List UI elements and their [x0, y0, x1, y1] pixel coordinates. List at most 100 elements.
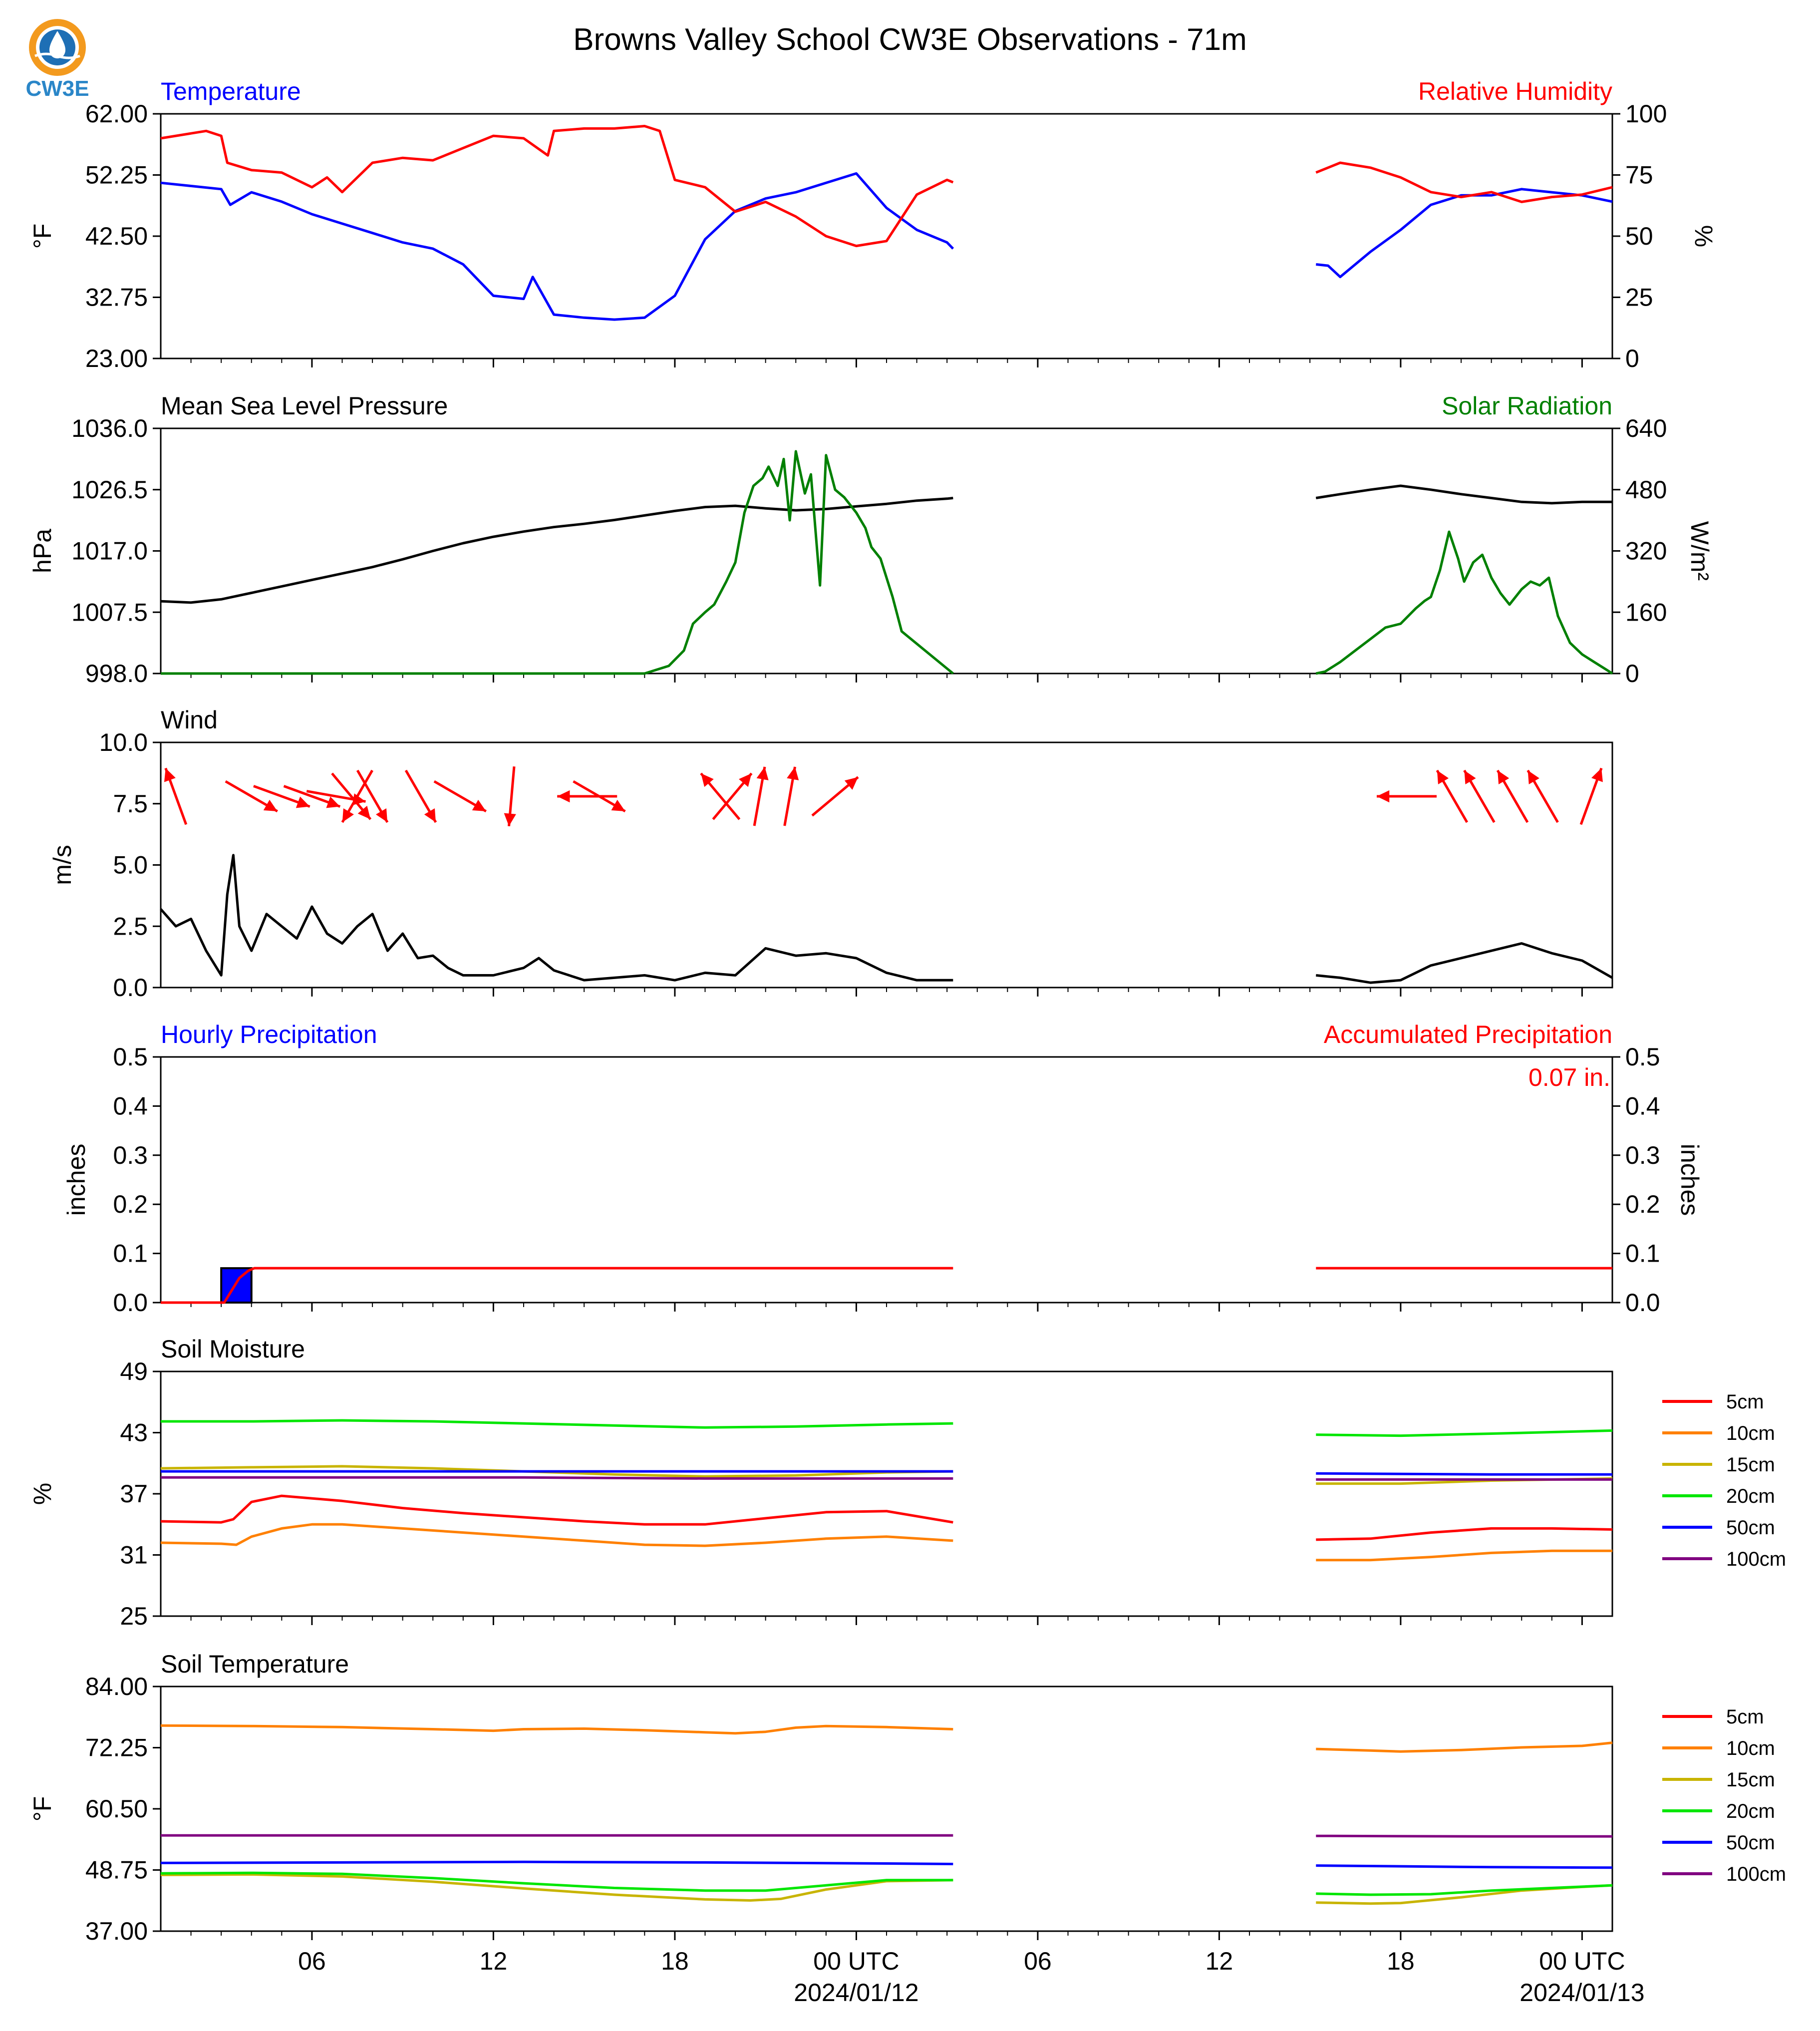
- wind-arrow-head: [787, 766, 799, 780]
- panel-temperature_rh: 23.00 32.75 42.50 52.25 62.00 0 25 50 75 100 Tempe…: [28, 77, 1718, 372]
- panel-wind: 0.0 2.5 5.0 7.5 10.0 Wind m/s: [48, 706, 1613, 1002]
- relative-humidity-line-1: [1315, 161, 1613, 203]
- panel-soil_temperature: 37.00 48.75 60.50 72.25 84.00 Soil Temperatur…: [28, 1650, 1786, 2007]
- wind-arrow-head: [1591, 768, 1603, 782]
- cw3e-logo: CW3E: [25, 19, 89, 101]
- wind-arrow-head: [1437, 770, 1449, 784]
- wind-line-1: [1316, 942, 1613, 984]
- y-left-tick-label: 37.00: [85, 1917, 148, 1945]
- 5cm-line-1: [1316, 1527, 1613, 1541]
- wind-arrow-head: [504, 813, 516, 826]
- wind-arrow-head: [844, 777, 858, 790]
- y-left-tick-label: 42.50: [85, 222, 148, 250]
- y-right-tick-label: 0.0: [1625, 1289, 1660, 1317]
- temperature-line-1: [1316, 188, 1613, 279]
- panel-pressure_solar: 998.0 1007.5 1017.0 1026.5 1036.0 0 160 320 480 6…: [28, 392, 1714, 687]
- accumulated-precipitation-line-0: [161, 1267, 953, 1304]
- 10cm-line-1: [1316, 1549, 1612, 1562]
- y-right-tick-label: 480: [1625, 476, 1667, 504]
- 10cm-line-0: [160, 1523, 953, 1547]
- y-right-tick-label: 640: [1625, 414, 1667, 442]
- legend-label: 20cm: [1726, 1800, 1775, 1822]
- legend-label: 10cm: [1726, 1422, 1775, 1444]
- y-right-tick-label: 160: [1625, 598, 1667, 626]
- mean-sea-level-pressure-line-0: [160, 497, 953, 604]
- y-right-tick-label: 0.1: [1625, 1240, 1660, 1268]
- 15cm-line-0: [160, 1465, 953, 1478]
- panel-left-title: Soil Moisture: [161, 1335, 305, 1363]
- 20cm-line-1: [1316, 1429, 1613, 1437]
- relative-humidity-line-0: [160, 125, 954, 248]
- y-left-tick-label: 72.25: [85, 1734, 148, 1762]
- logo-wave: [34, 52, 80, 59]
- logo-text: CW3E: [25, 76, 89, 101]
- panel-left-title: Soil Temperature: [161, 1650, 349, 1678]
- panel-left-title: Mean Sea Level Pressure: [161, 392, 448, 420]
- y-right-tick-label: 25: [1625, 284, 1653, 312]
- y-left-tick-label: 48.75: [85, 1856, 148, 1884]
- y-left-axis-label: %: [28, 1483, 56, 1505]
- x-date-label: 2024/01/12: [794, 1979, 918, 2007]
- y-left-tick-label: 0.2: [113, 1190, 148, 1218]
- wind-line-0: [160, 854, 953, 982]
- 100cm-line-0: [161, 1476, 953, 1480]
- x-tick-label: 18: [661, 1947, 689, 1975]
- y-left-tick-label: 998.0: [85, 660, 148, 687]
- y-left-tick-label: 0.4: [113, 1092, 148, 1120]
- y-left-tick-label: 37: [120, 1480, 148, 1508]
- y-right-axis-label: inches: [1676, 1144, 1704, 1216]
- wind-arrow-head: [756, 766, 769, 780]
- panel-right-title: Solar Radiation: [1442, 392, 1612, 420]
- panel-left-title: Hourly Precipitation: [161, 1020, 377, 1048]
- wind-arrow-head: [557, 790, 570, 803]
- y-left-tick-label: 0.0: [113, 1289, 148, 1317]
- x-date-label: 2024/01/13: [1519, 1979, 1644, 2007]
- legend-label: 50cm: [1726, 1517, 1775, 1539]
- logo-ring: [29, 19, 86, 76]
- y-left-tick-label: 1036.0: [71, 414, 148, 442]
- legend-label: 5cm: [1726, 1706, 1764, 1728]
- y-right-tick-label: 50: [1625, 222, 1653, 250]
- y-left-tick-label: 1007.5: [71, 598, 148, 626]
- y-right-tick-label: 0.2: [1625, 1190, 1660, 1218]
- x-tick-label: 12: [480, 1947, 508, 1975]
- wind-arrow-head: [357, 805, 371, 819]
- y-left-tick-label: 0.5: [113, 1043, 148, 1071]
- y-left-axis-label: °F: [28, 1796, 56, 1822]
- legend-label: 5cm: [1726, 1391, 1764, 1413]
- legend: 5cm 10cm 15cm 20cm 50cm 100cm: [1662, 1391, 1786, 1570]
- y-left-axis-label: °F: [28, 224, 56, 249]
- y-left-tick-label: 25: [120, 1602, 148, 1630]
- y-left-tick-label: 62.00: [85, 100, 148, 128]
- x-tick-label: 00 UTC: [813, 1947, 899, 1975]
- y-left-tick-label: 0.1: [113, 1240, 148, 1268]
- wind-arrow-head: [1377, 790, 1390, 803]
- y-left-tick-label: 5.0: [113, 851, 148, 879]
- panel-right-title: Relative Humidity: [1418, 77, 1612, 105]
- y-left-tick-label: 60.50: [85, 1795, 148, 1823]
- 20cm-line-1: [1316, 1884, 1613, 1896]
- y-left-tick-label: 84.00: [85, 1673, 148, 1700]
- y-right-axis-label: %: [1690, 225, 1718, 247]
- panel-precipitation: 0.0 0.1 0.2 0.3 0.4 0.5 0.0 0.1 0.2 0.3 0.4 0.5 Hour…: [62, 1020, 1704, 1317]
- panel-left-title: Wind: [161, 706, 218, 734]
- wind-arrow-head: [342, 808, 354, 822]
- y-left-axis-label: inches: [62, 1144, 90, 1216]
- y-left-tick-label: 49: [120, 1357, 148, 1385]
- legend-label: 10cm: [1726, 1737, 1775, 1759]
- y-right-tick-label: 75: [1625, 161, 1653, 189]
- legend-label: 100cm: [1726, 1548, 1786, 1570]
- 20cm-line-0: [161, 1419, 953, 1429]
- wind-arrow-head: [472, 799, 486, 812]
- y-left-tick-label: 1017.0: [71, 537, 148, 565]
- temperature-line-0: [160, 172, 954, 321]
- legend-label: 15cm: [1726, 1769, 1775, 1791]
- hourly-precip-bar: [220, 1267, 253, 1304]
- y-right-tick-label: 0.3: [1625, 1141, 1660, 1169]
- 10cm-line-0: [160, 1724, 953, 1735]
- y-left-tick-label: 52.25: [85, 161, 148, 189]
- y-right-axis-label: W/m²: [1686, 521, 1714, 581]
